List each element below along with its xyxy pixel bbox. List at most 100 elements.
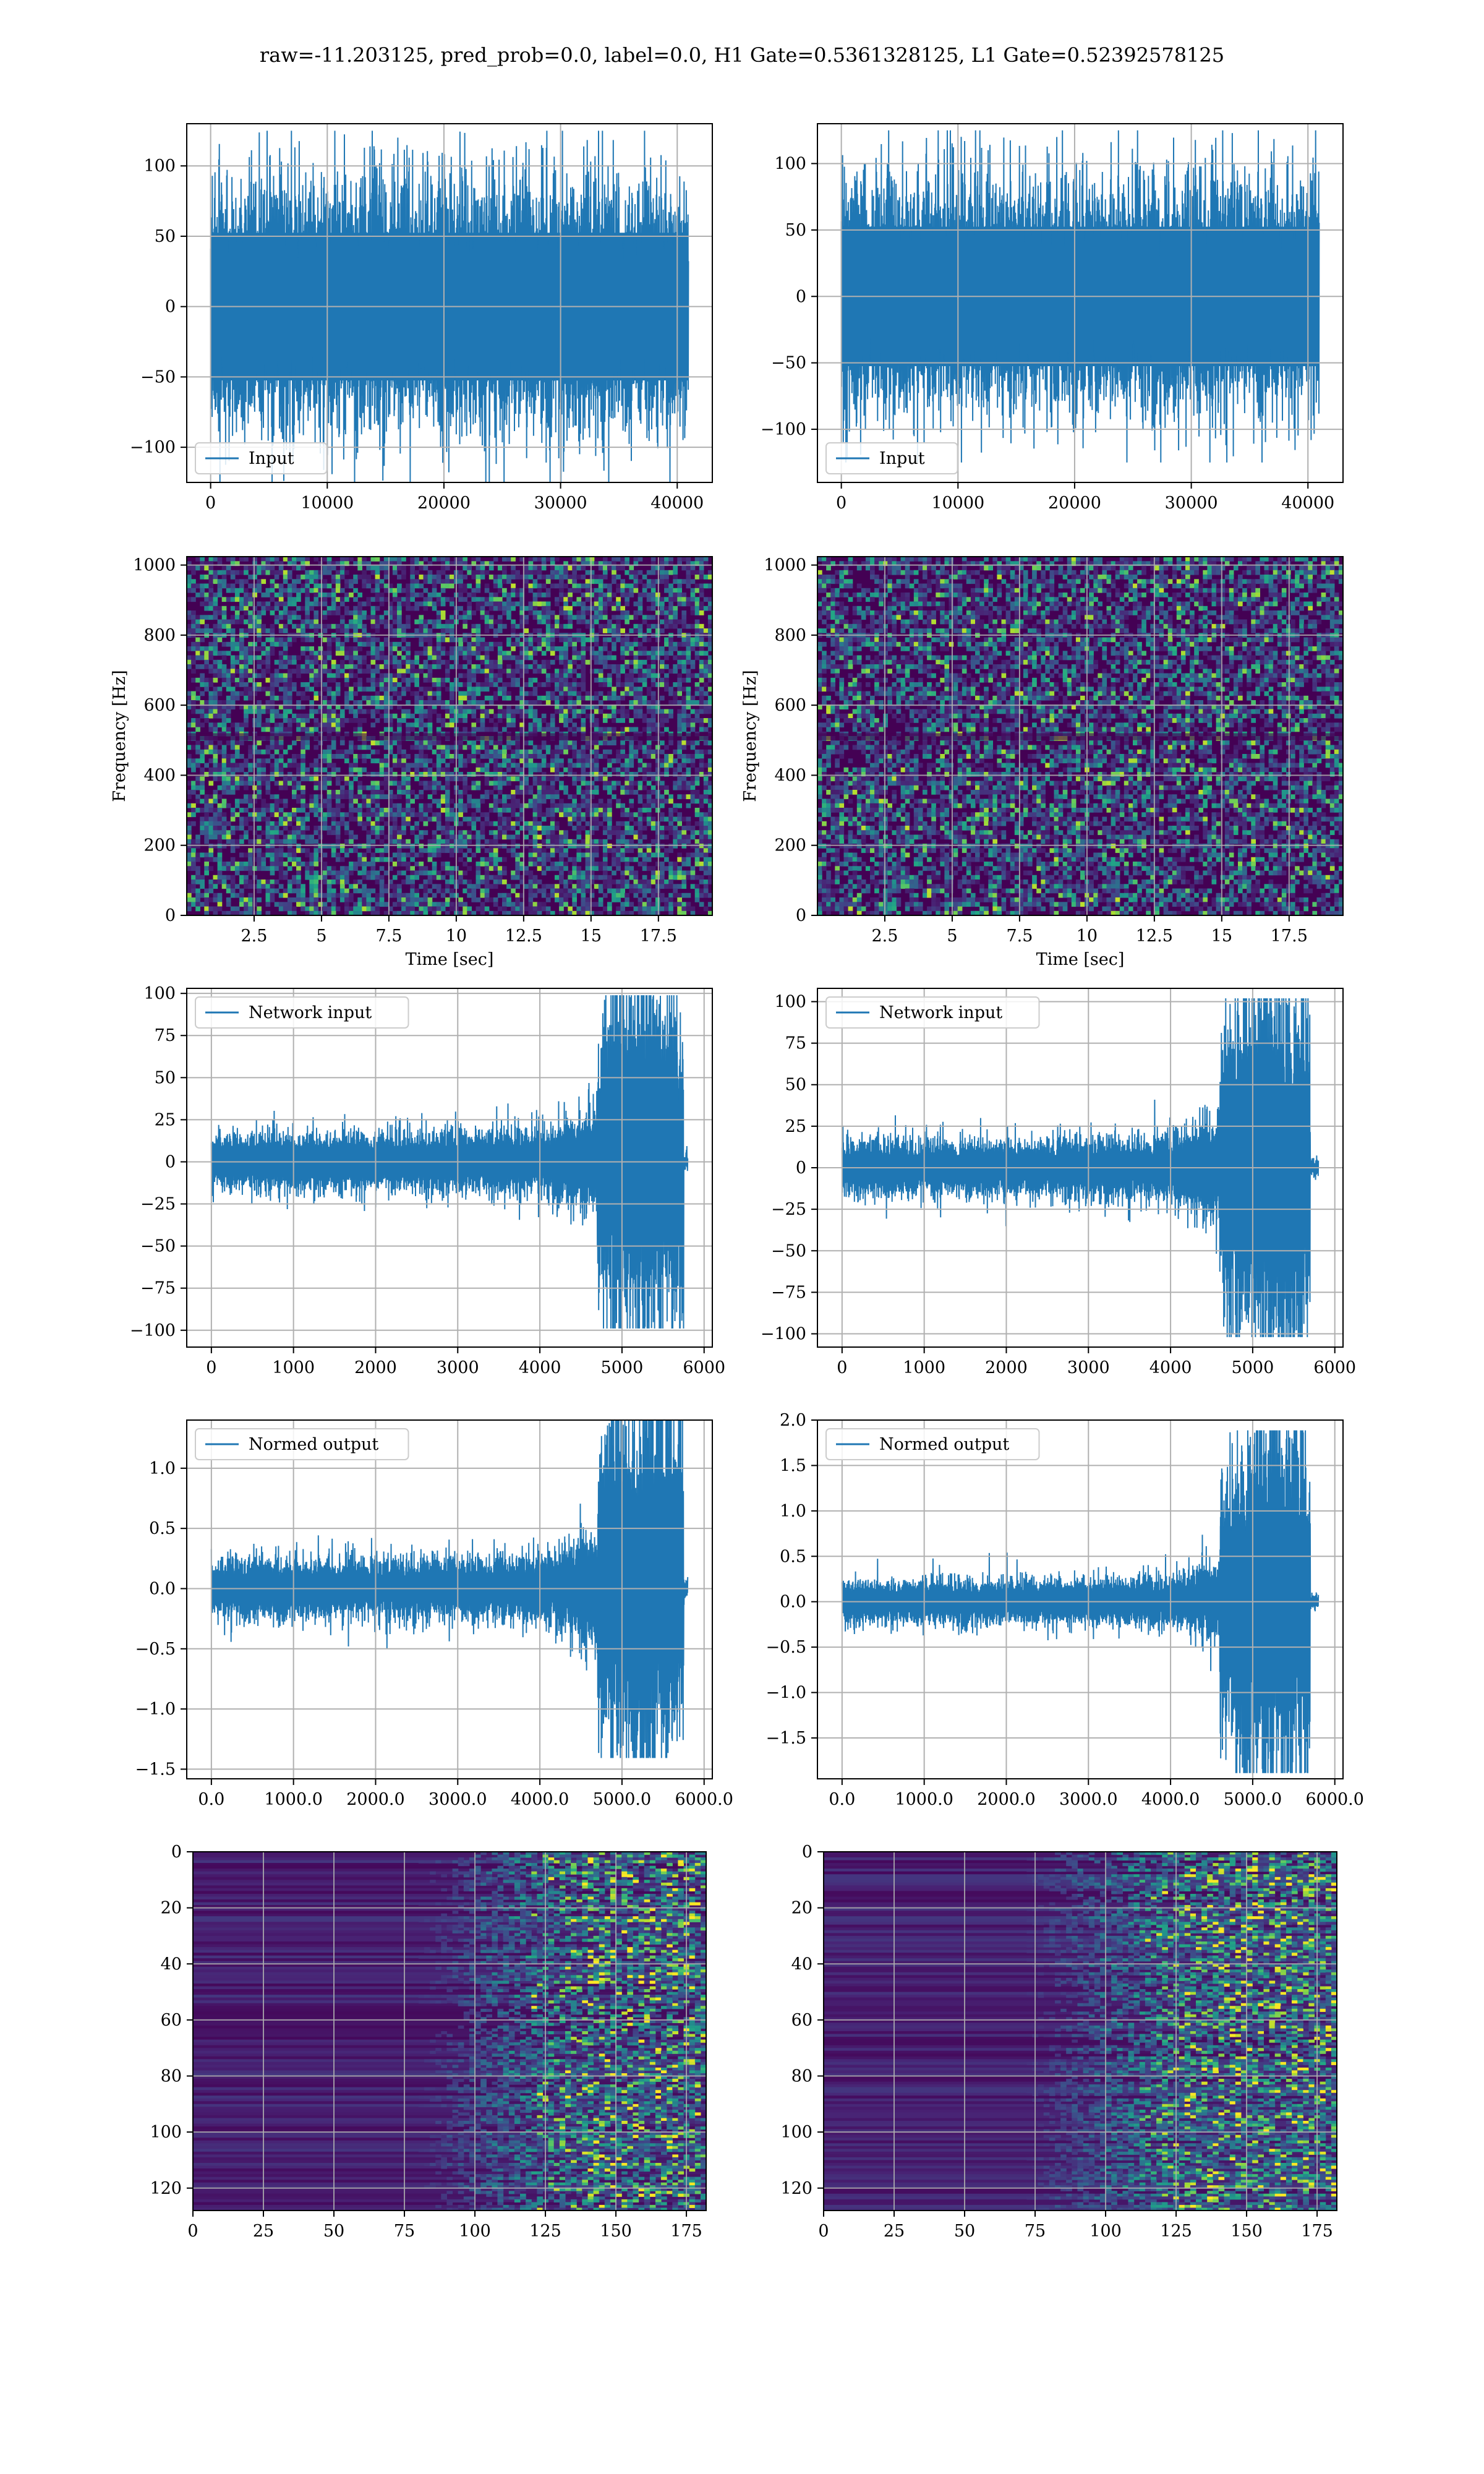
h1-spectrogram-ytick-label: 400 bbox=[143, 766, 176, 785]
l1-spectrogram-xtick-label: 10 bbox=[1077, 927, 1098, 946]
h1-network-input-series-line bbox=[210, 995, 689, 1329]
l1-spectrogram-xlabel: Time [sec] bbox=[1036, 950, 1125, 969]
h1-spectrogram-xtick-label: 17.5 bbox=[640, 927, 677, 946]
h1-feature-map-frame bbox=[192, 1851, 707, 2211]
l1-input-ytick-label: 100 bbox=[774, 154, 806, 173]
l1-feature-map-ytick-label: 60 bbox=[791, 2011, 812, 2030]
h1-feature-map-cells bbox=[193, 1852, 706, 2211]
h1-input-xtick-label: 30000 bbox=[534, 494, 587, 513]
l1-network-input-ytick-label: −75 bbox=[771, 1283, 806, 1302]
h1-input-ytick-label: 0 bbox=[165, 297, 176, 317]
h1-network-input-legend-label: Network input bbox=[249, 1003, 372, 1022]
l1-feature-map-grid bbox=[824, 1852, 1337, 2211]
h1-normed-output-legend-label: Normed output bbox=[249, 1435, 378, 1454]
h1-network-input-xtick-label: 6000 bbox=[683, 1358, 725, 1377]
l1-spectrogram-grid bbox=[817, 557, 1343, 915]
l1-network-input-xtick-label: 5000 bbox=[1232, 1358, 1274, 1377]
h1-input-ytick-label: −100 bbox=[130, 438, 176, 457]
h1-spectrogram-ytick-label: 0 bbox=[165, 906, 176, 925]
l1-normed-output-plot-area bbox=[817, 1420, 1343, 1779]
l1-normed-output-xtick-label: 2000.0 bbox=[977, 1790, 1035, 1809]
h1-network-input-ytick-label: −75 bbox=[140, 1279, 176, 1298]
l1-input-legend-label: Input bbox=[879, 449, 925, 468]
h1-normed-output-ytick-label: −1.0 bbox=[135, 1700, 176, 1719]
h1-normed-output-frame bbox=[186, 1419, 713, 1779]
l1-input-ytick-label: −100 bbox=[761, 420, 806, 439]
l1-input-xtick-label: 40000 bbox=[1281, 494, 1334, 513]
figure-title: raw=-11.203125, pred_prob=0.0, label=0.0… bbox=[260, 43, 1224, 67]
h1-input-ytick-label: 50 bbox=[155, 227, 176, 246]
h1-spectrogram-xtick-label: 10 bbox=[446, 927, 467, 946]
l1-network-input-ytick-label: −50 bbox=[771, 1241, 806, 1261]
h1-spectrogram-grid bbox=[187, 557, 712, 915]
l1-feature-map-frame bbox=[823, 1851, 1337, 2211]
l1-network-input-xtick-label: 2000 bbox=[985, 1358, 1028, 1377]
l1-feature-map-ytick-label: 40 bbox=[791, 1954, 812, 1974]
subplots: 0 10000 20000 30000 40000−100−50050100Input0… bbox=[110, 123, 1364, 2241]
h1-network-input-ytick-label: 0 bbox=[165, 1152, 176, 1171]
h1-input-plot-area bbox=[187, 124, 712, 482]
h1-network-input-frame bbox=[186, 988, 713, 1348]
l1-normed-output-ytick-label: 1.0 bbox=[780, 1502, 806, 1521]
l1-network-input-ytick-label: 100 bbox=[774, 992, 806, 1011]
h1-input-xtick-label: 0 bbox=[205, 494, 216, 513]
l1-input-xtick-label: 0 bbox=[836, 494, 846, 513]
l1-normed-output-ytick-label: 0.0 bbox=[780, 1593, 806, 1612]
h1-network-input-xtick-label: 4000 bbox=[519, 1358, 561, 1377]
h1-normed-output-ytick-label: −0.5 bbox=[135, 1640, 176, 1659]
l1-feature-map-xtick-label: 0 bbox=[818, 2222, 829, 2241]
l1-feature-map-ytick-label: 120 bbox=[780, 2179, 812, 2198]
l1-network-input-xtick-label: 6000 bbox=[1313, 1358, 1356, 1377]
h1-feature-map-ytick-label: 20 bbox=[161, 1899, 182, 1918]
h1-network-input-xtick-label: 5000 bbox=[601, 1358, 644, 1377]
h1-network-input-ytick-label: −25 bbox=[140, 1195, 176, 1214]
l1-normed-output-ytick-label: −0.5 bbox=[765, 1638, 806, 1657]
h1-feature-map-xtick-label: 150 bbox=[600, 2222, 632, 2241]
h1-network-input-legend: Network input bbox=[195, 996, 409, 1029]
h1-normed-output-ytick-label: 0.0 bbox=[149, 1579, 176, 1598]
l1-feature-map-xtick-label: 125 bbox=[1160, 2222, 1192, 2241]
l1-normed-output-series-line bbox=[841, 1430, 1320, 1773]
l1-network-input-xtick-label: 3000 bbox=[1067, 1358, 1110, 1377]
l1-spectrogram-xtick-label: 15 bbox=[1211, 927, 1232, 946]
l1-normed-output-ytick-label: 1.5 bbox=[780, 1456, 806, 1475]
h1-input-panel: 0 10000 20000 30000 40000 −100 −50 0 50 100 Input bbox=[130, 123, 713, 513]
h1-input-series-line bbox=[210, 131, 689, 482]
l1-network-input-ytick-label: −100 bbox=[761, 1325, 806, 1344]
h1-network-input-grid bbox=[187, 988, 712, 1347]
l1-input-xtick-label: 10000 bbox=[931, 494, 984, 513]
h1-normed-output-ytick-label: 1.0 bbox=[149, 1459, 176, 1478]
l1-normed-output-legend-label: Normed output bbox=[879, 1435, 1009, 1454]
l1-feature-map-ytick-label: 100 bbox=[780, 2123, 812, 2142]
l1-network-input-panel: 0 1000 2000 3000 4000 5000 6000 −100 −75 −50 −25 0 2… bbox=[761, 988, 1356, 1377]
h1-spectrogram-plot-area bbox=[187, 557, 712, 915]
l1-feature-map-xtick-label: 150 bbox=[1230, 2222, 1263, 2241]
h1-network-input-ytick-label: −100 bbox=[130, 1321, 176, 1340]
l1-input-panel: 0 10000 20000 30000 40000 −100 −50 0 50 100 Input bbox=[761, 123, 1344, 513]
h1-feature-map-xtick-label: 75 bbox=[394, 2222, 415, 2241]
l1-feature-map-cells bbox=[824, 1852, 1337, 2211]
l1-network-input-xtick-label: 4000 bbox=[1149, 1358, 1192, 1377]
l1-normed-output-legend: Normed output bbox=[825, 1428, 1040, 1460]
h1-input-ytick-label: −50 bbox=[140, 367, 176, 387]
h1-feature-map-plot-area bbox=[193, 1852, 706, 2211]
h1-input-legend-label: Input bbox=[249, 449, 294, 468]
l1-input-ytick-label: 0 bbox=[796, 287, 806, 306]
h1-feature-map-xtick-label: 175 bbox=[670, 2222, 702, 2241]
h1-network-input-ytick-label: 50 bbox=[155, 1068, 176, 1087]
h1-spectrogram-band bbox=[187, 733, 712, 740]
h1-network-input-ytick-label: −50 bbox=[140, 1237, 176, 1256]
h1-spectrogram-ytick-label: 200 bbox=[143, 836, 176, 855]
l1-input-ytick-label: −50 bbox=[771, 354, 806, 373]
h1-input-frame bbox=[186, 123, 713, 483]
h1-network-input-ytick-label: 75 bbox=[155, 1026, 176, 1045]
h1-input-legend: Input bbox=[195, 442, 328, 474]
l1-feature-map-panel: 0 25 50 75 100 125 150 175 0 20 40 60 80 100 120 bbox=[780, 1843, 1337, 2241]
l1-network-input-ytick-label: 50 bbox=[785, 1076, 806, 1095]
h1-network-input-ytick-label: 100 bbox=[143, 984, 176, 1003]
h1-feature-map-xtick-label: 125 bbox=[529, 2222, 561, 2241]
h1-spectrogram-ytick-label: 800 bbox=[143, 626, 176, 645]
l1-network-input-series-line bbox=[841, 998, 1320, 1337]
l1-feature-map-ytick-label: 0 bbox=[802, 1843, 812, 1862]
